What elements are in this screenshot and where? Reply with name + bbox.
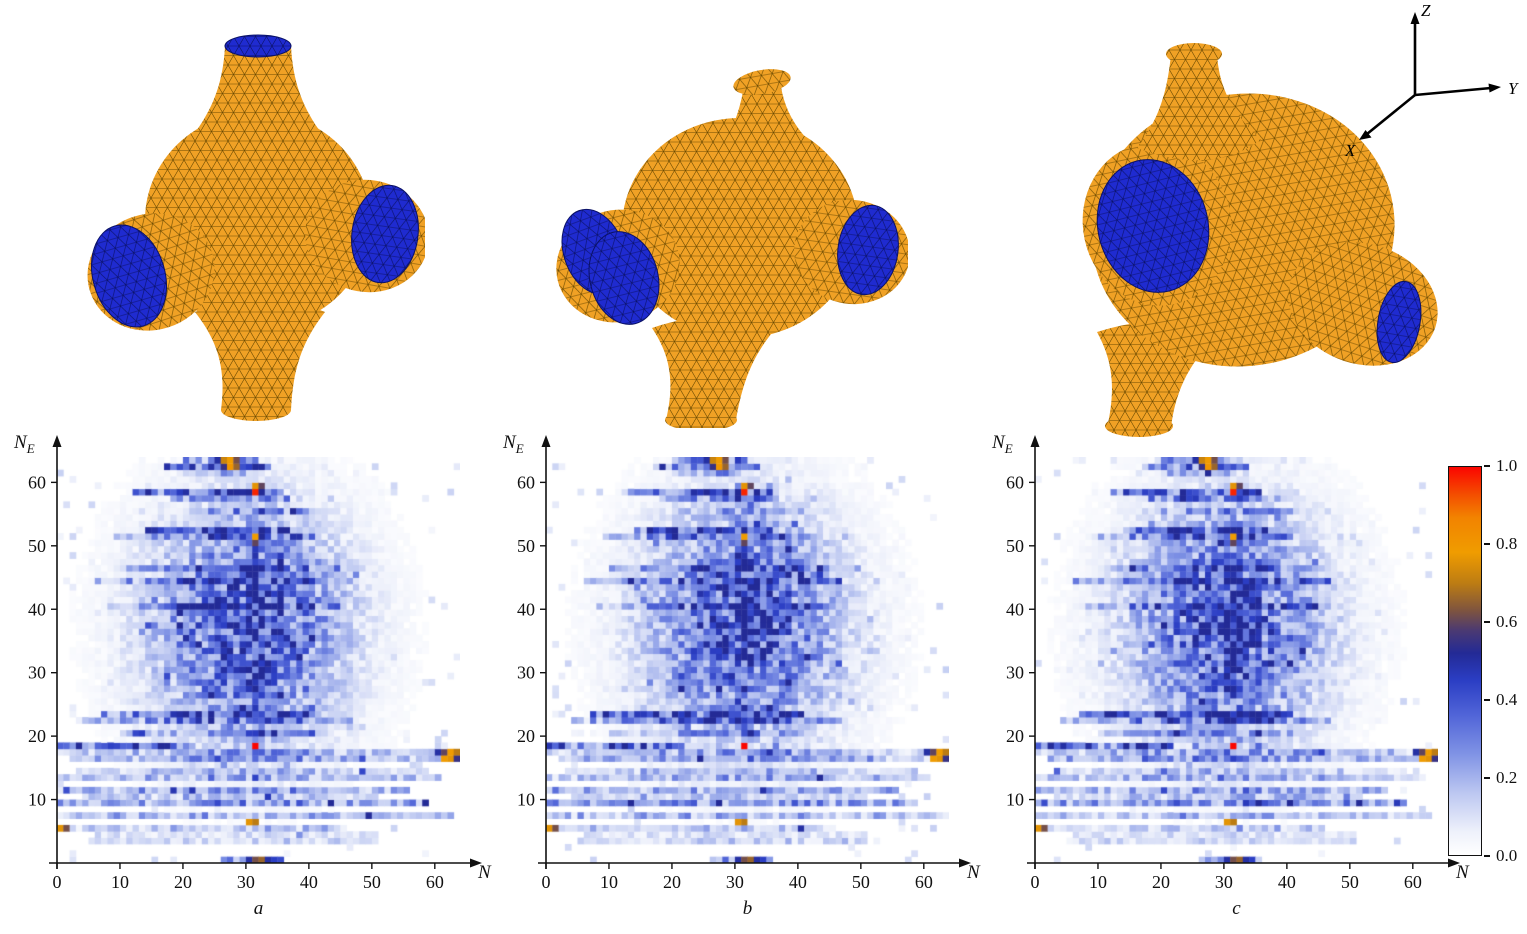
y-axis-title: NE: [503, 432, 524, 456]
heatmap-axes-c: 0 10 20 30 40 50 60 10 20 30 40 50 60: [1006, 435, 1460, 892]
heatmap-canvas-b: [546, 457, 949, 863]
heatmap-axes-b: 0 10 20 30 40 50 60 10 20 30 40 50 60: [517, 435, 971, 892]
x-axis-line: [1366, 93, 1416, 136]
svg-text:50: 50: [363, 872, 381, 892]
heatmap-panel-a: 0 10 20 30 40 50 60 10 20 30 40 50 60 NE N a: [10, 432, 510, 932]
svg-text:40: 40: [1006, 599, 1024, 619]
svg-text:20: 20: [174, 872, 192, 892]
svg-text:10: 10: [1006, 790, 1024, 810]
y-axis-arrow-icon: [1488, 83, 1501, 93]
svg-text:20: 20: [517, 726, 535, 746]
panel-caption-b: b: [742, 898, 753, 919]
colorbar-tick-mark: [1484, 855, 1490, 857]
svg-text:50: 50: [1341, 872, 1359, 892]
z-axis-label: Z: [1421, 1, 1431, 20]
colorbar-tick-mark: [1484, 777, 1490, 779]
svg-text:60: 60: [1006, 472, 1024, 492]
heatmap-axes-a: 0 10 20 30 40 50 60 10 20 30 40 50 60: [28, 435, 482, 892]
svg-text:10: 10: [517, 790, 535, 810]
svg-text:10: 10: [111, 872, 129, 892]
y-axis-title: NE: [14, 432, 35, 456]
svg-text:10: 10: [28, 790, 46, 810]
y-axis-label: Y: [1508, 79, 1519, 98]
colorbar: 0.0 0.2 0.4 0.6 0.8 1.0: [1448, 457, 1517, 865]
svg-text:30: 30: [726, 872, 744, 892]
heatmap-panel-b: 0 10 20 30 40 50 60 10 20 30 40 50 60 NE N b: [499, 432, 999, 932]
colorbar-tick-label: 0.8: [1496, 534, 1518, 553]
svg-text:60: 60: [426, 872, 444, 892]
svg-text:60: 60: [915, 872, 933, 892]
svg-text:10: 10: [1089, 872, 1107, 892]
heatmap-panel-c: 0 10 20 30 40 50 60 10 20 30 40 50 60 NE N c: [988, 432, 1488, 932]
y-axis-title: NE: [992, 432, 1013, 456]
colorbar-tick-mark: [1484, 699, 1490, 701]
svg-text:0: 0: [53, 872, 62, 892]
svg-text:40: 40: [300, 872, 318, 892]
colorbar-tick-mark: [1484, 621, 1490, 623]
heatmap-canvas-c: [1035, 457, 1438, 863]
mesh-view-c: [1082, 43, 1438, 437]
svg-text:50: 50: [517, 536, 535, 556]
mesh-view-b: [556, 69, 908, 428]
svg-text:50: 50: [852, 872, 870, 892]
x-axis-arrow-icon: [1359, 130, 1372, 140]
colorbar-tick-label: 1.0: [1496, 456, 1518, 475]
svg-text:30: 30: [517, 663, 535, 683]
heatmap-canvas-a: [57, 457, 460, 863]
svg-text:20: 20: [28, 726, 46, 746]
svg-text:0: 0: [542, 872, 551, 892]
svg-text:40: 40: [28, 599, 46, 619]
svg-text:40: 40: [517, 599, 535, 619]
panel-caption-a: a: [253, 898, 264, 919]
svg-text:0: 0: [1031, 872, 1040, 892]
svg-text:40: 40: [789, 872, 807, 892]
colorbar-tick-label: 0.6: [1496, 612, 1518, 631]
svg-text:60: 60: [28, 472, 46, 492]
svg-text:30: 30: [28, 663, 46, 683]
svg-text:60: 60: [517, 472, 535, 492]
colorbar-tick-mark: [1484, 543, 1490, 545]
svg-text:20: 20: [1152, 872, 1170, 892]
svg-text:30: 30: [1006, 663, 1024, 683]
axes-indicator: Z Y X: [1344, 1, 1519, 160]
svg-text:30: 30: [1215, 872, 1233, 892]
colorbar-gradient: [1448, 466, 1482, 856]
svg-text:20: 20: [1006, 726, 1024, 746]
z-axis-arrow-icon: [1410, 12, 1420, 24]
colorbar-tick-label: 0.4: [1496, 690, 1518, 709]
svg-text:50: 50: [1006, 536, 1024, 556]
colorbar-tick-label: 0.2: [1496, 768, 1518, 787]
svg-text:60: 60: [1404, 872, 1422, 892]
svg-text:50: 50: [28, 536, 46, 556]
x-axis-title: N: [967, 862, 980, 883]
svg-text:30: 30: [237, 872, 255, 892]
x-axis-title: N: [1456, 862, 1469, 883]
svg-text:40: 40: [1278, 872, 1296, 892]
panel-caption-c: c: [1232, 898, 1241, 919]
x-axis-label: X: [1344, 141, 1356, 160]
x-axis-title: N: [478, 862, 491, 883]
colorbar-tick-label: 0.0: [1496, 846, 1518, 865]
svg-text:10: 10: [600, 872, 618, 892]
y-axis-line: [1414, 86, 1492, 97]
mesh-view-a: [87, 34, 425, 421]
colorbar-tick-mark: [1484, 465, 1490, 467]
svg-text:20: 20: [663, 872, 681, 892]
